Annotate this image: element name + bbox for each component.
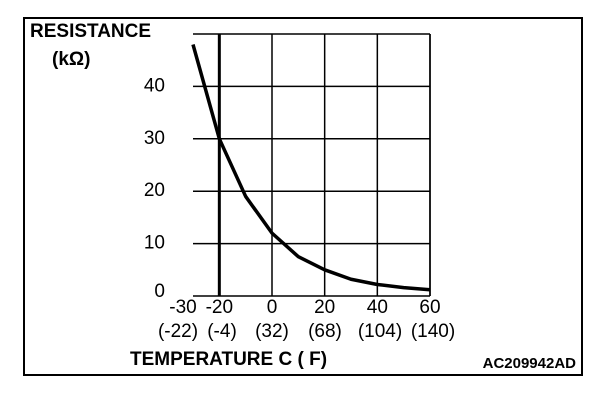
y-tick-label: 10 bbox=[144, 233, 165, 254]
x-tick-label: -30 bbox=[169, 297, 196, 318]
y-tick-label: 20 bbox=[144, 180, 165, 201]
chart-title: RESISTANCE bbox=[30, 21, 151, 42]
x-axis-label: TEMPERATURE C ( F) bbox=[130, 349, 327, 370]
x2-tick-label: (-4) bbox=[207, 321, 237, 342]
x2-tick-label: (32) bbox=[255, 321, 289, 342]
x-tick-label: 40 bbox=[367, 297, 388, 318]
y-tick-label: 40 bbox=[144, 75, 165, 96]
x2-tick-label: (68) bbox=[308, 321, 342, 342]
x-tick-label: -20 bbox=[206, 297, 233, 318]
x2-tick-label: (-22) bbox=[158, 321, 198, 342]
x2-tick-label: (140) bbox=[411, 321, 455, 342]
y-unit: (kΩ) bbox=[52, 49, 90, 70]
x2-tick-label: (104) bbox=[358, 321, 402, 342]
title-mask bbox=[187, 22, 193, 42]
x-tick-label: 20 bbox=[314, 297, 335, 318]
y-tick-label: 30 bbox=[144, 128, 165, 149]
frame bbox=[23, 17, 583, 376]
y-tick-label: 0 bbox=[154, 281, 165, 302]
curve bbox=[191, 44, 431, 292]
x-tick-label: 60 bbox=[419, 297, 440, 318]
x-tick-label: 0 bbox=[267, 297, 278, 318]
figure-code: AC209942AD bbox=[483, 355, 577, 372]
